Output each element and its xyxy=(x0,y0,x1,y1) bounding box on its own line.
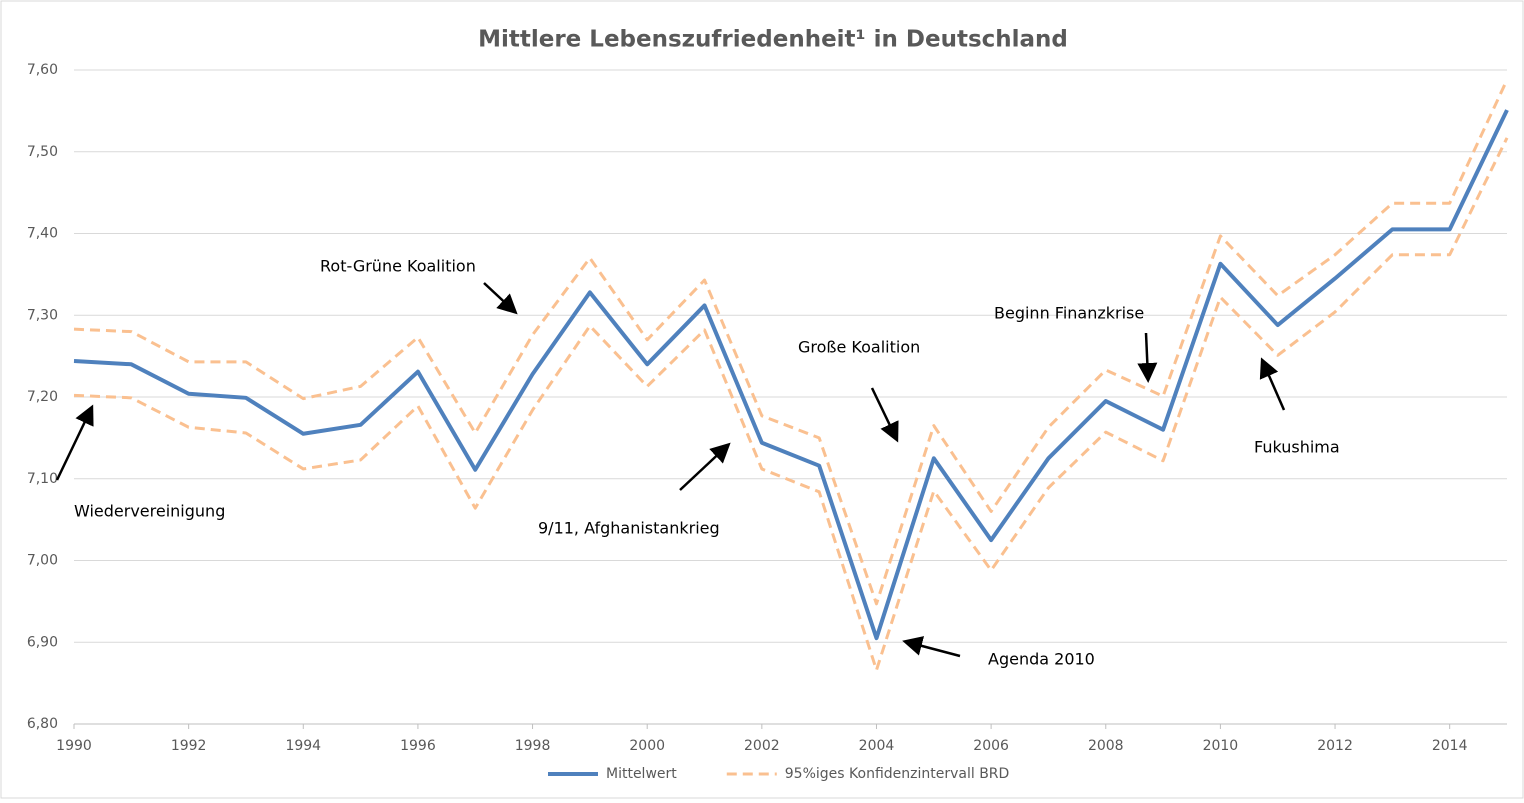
legend-label: 95%iges Konfidenzintervall BRD xyxy=(785,766,1010,782)
x-tick-label: 1992 xyxy=(171,738,207,754)
series-line xyxy=(73,109,1509,641)
annotation: Wiedervereinigung xyxy=(74,502,225,521)
x-tick-label: 2008 xyxy=(1088,738,1124,754)
y-tick-label: 7,40 xyxy=(27,226,58,242)
y-tick-label: 6,80 xyxy=(27,716,58,732)
y-tick-label: 7,10 xyxy=(27,471,58,487)
arrow xyxy=(679,442,731,491)
annotation: Große Koalition xyxy=(798,338,920,357)
arrow xyxy=(1137,332,1158,383)
annotation: Fukushima xyxy=(1254,438,1340,457)
arrow xyxy=(483,282,518,315)
arrow xyxy=(902,636,961,658)
x-tick-label: 1998 xyxy=(515,738,551,754)
x-tick-label: 2006 xyxy=(973,738,1009,754)
y-tick-label: 7,50 xyxy=(27,144,58,160)
x-tick-label: 2000 xyxy=(629,738,665,754)
x-tick-label: 2010 xyxy=(1203,738,1239,754)
y-tick-label: 6,90 xyxy=(27,634,58,650)
x-tick-label: 2004 xyxy=(859,738,895,754)
x-tick-label: 1994 xyxy=(285,738,321,754)
series-line xyxy=(73,137,1509,672)
arrow xyxy=(55,404,94,481)
chart-title: Mittlere Lebenszufriedenheit¹ in Deutsch… xyxy=(478,27,1068,53)
annotation: 9/11, Afghanistankrieg xyxy=(538,519,720,538)
legend-label: Mittelwert xyxy=(606,766,677,782)
annotations: Rot-Grüne Koalition Große Koalition Begi… xyxy=(55,257,1340,669)
y-tick-label: 7,30 xyxy=(27,307,58,323)
arrow xyxy=(870,387,899,443)
y-tick-label: 7,60 xyxy=(27,62,58,78)
y-tick-label: 7,00 xyxy=(27,553,58,569)
y-tick-label: 7,20 xyxy=(27,389,58,405)
x-tick-label: 2002 xyxy=(744,738,780,754)
arrow xyxy=(1259,357,1286,411)
series-line xyxy=(73,79,1509,606)
x-tick-label: 1996 xyxy=(400,738,436,754)
x-tick-label: 2012 xyxy=(1317,738,1353,754)
annotation: Agenda 2010 xyxy=(988,650,1095,669)
annotation: Beginn Finanzkrise xyxy=(994,304,1144,323)
x-tick-label: 1990 xyxy=(56,738,92,754)
annotation: Rot-Grüne Koalition xyxy=(320,257,476,276)
x-tick-label: 2014 xyxy=(1432,738,1468,754)
